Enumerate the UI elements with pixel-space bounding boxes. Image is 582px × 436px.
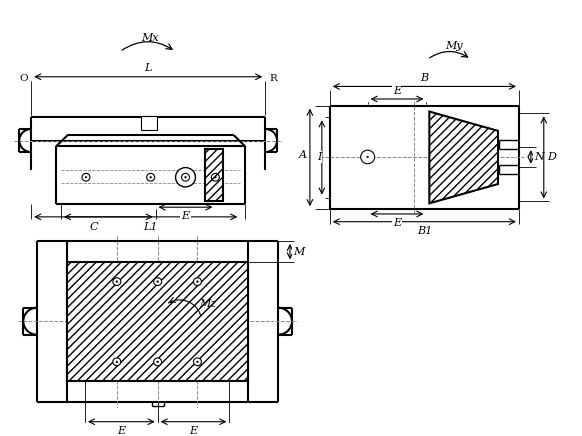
Circle shape xyxy=(85,177,87,178)
Circle shape xyxy=(154,278,162,286)
Circle shape xyxy=(193,278,201,286)
Text: R: R xyxy=(269,74,277,83)
Text: N: N xyxy=(534,152,544,162)
Text: My: My xyxy=(445,41,463,51)
Circle shape xyxy=(113,358,121,366)
Text: C: C xyxy=(89,221,98,232)
Text: E: E xyxy=(182,211,190,221)
Circle shape xyxy=(211,174,219,181)
Text: D: D xyxy=(547,152,556,162)
Polygon shape xyxy=(430,112,498,203)
Text: Mx: Mx xyxy=(141,33,158,43)
Circle shape xyxy=(215,177,217,178)
Circle shape xyxy=(154,358,162,366)
Bar xyxy=(67,262,248,381)
Text: M: M xyxy=(293,247,304,257)
Text: A: A xyxy=(299,150,307,160)
Circle shape xyxy=(197,361,198,363)
Circle shape xyxy=(116,281,118,283)
Circle shape xyxy=(361,150,375,164)
Bar xyxy=(205,149,223,201)
Circle shape xyxy=(182,174,190,181)
Text: I: I xyxy=(317,152,321,162)
Circle shape xyxy=(367,156,368,158)
Text: O: O xyxy=(19,74,27,83)
Text: L1: L1 xyxy=(143,221,158,232)
Text: B1: B1 xyxy=(417,226,432,236)
Circle shape xyxy=(150,177,151,178)
Text: E: E xyxy=(393,218,401,228)
Text: B: B xyxy=(420,73,428,83)
Circle shape xyxy=(157,281,158,283)
Circle shape xyxy=(184,177,186,178)
Bar xyxy=(67,262,248,381)
Circle shape xyxy=(82,174,90,181)
Circle shape xyxy=(197,281,198,283)
Text: Mz: Mz xyxy=(200,299,217,309)
Circle shape xyxy=(193,358,201,366)
Circle shape xyxy=(116,361,118,363)
Text: L: L xyxy=(144,63,152,73)
Circle shape xyxy=(176,167,196,187)
Bar xyxy=(205,149,223,201)
Text: E: E xyxy=(189,426,197,436)
Circle shape xyxy=(157,361,158,363)
Text: E: E xyxy=(393,86,401,96)
Text: F: F xyxy=(145,118,152,128)
Circle shape xyxy=(147,174,155,181)
Circle shape xyxy=(113,278,121,286)
Bar xyxy=(141,116,157,130)
Text: E: E xyxy=(117,426,125,436)
